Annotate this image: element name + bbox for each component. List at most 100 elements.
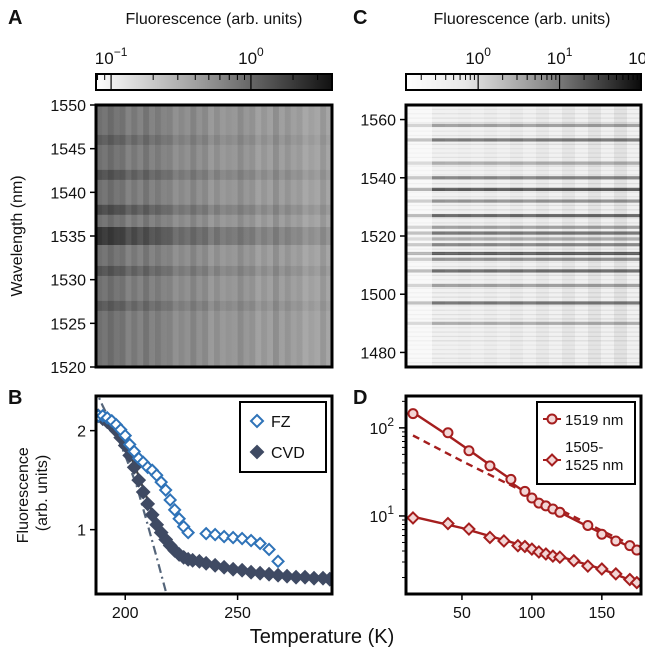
plot-b-legend-label-fz: FZ — [271, 414, 291, 431]
heatmap-a-column — [202, 105, 208, 367]
plot-d-point-1519 — [611, 536, 620, 545]
panel-label-c: C — [353, 7, 367, 29]
heatmap-c-ytick-label: 1540 — [360, 171, 396, 188]
plot-d-point-1519 — [464, 446, 473, 455]
plot-b-ytick-label: 2 — [77, 424, 86, 441]
colorbar-c-label: Fluorescence (arb. units) — [434, 11, 611, 28]
colorbar-c-ticks: 100 101 102 — [465, 45, 645, 68]
heatmap-a-ytick-label: 1540 — [50, 185, 86, 202]
colorbar-c — [406, 74, 641, 90]
heatmap-a-column — [273, 105, 279, 367]
plot-d-point-1505-1525 — [407, 512, 418, 523]
colorbar-a-label: Fluorescence (arb. units) — [126, 11, 303, 28]
plot-d-point-1505-1525 — [596, 563, 607, 574]
plot-d-point-1519 — [408, 409, 417, 418]
colorbar-c-tick-label-2: 102 — [628, 45, 645, 68]
heatmap-c-column — [445, 105, 458, 367]
heatmap-c-column — [562, 105, 575, 367]
heatmap-c-y-axis: 1560 1540 1520 1500 1480 — [360, 113, 406, 363]
heatmap-a-column — [244, 105, 250, 367]
plot-d-point-1519 — [583, 521, 592, 530]
plot-b-ylabel-line2: (arb. units) — [34, 455, 51, 531]
plot-b-ytick-label: 1 — [77, 523, 86, 540]
heatmap-a-column — [267, 105, 273, 367]
plot-d-legend-label-1519: 1519 nm — [565, 412, 623, 429]
heatmap-a-column — [285, 105, 291, 367]
colorbar-a — [96, 74, 332, 90]
heatmap-a-ylabel: Wavelength (nm) — [9, 175, 26, 296]
colorbar-a-tick-label-0: 10−1 — [95, 45, 128, 68]
plot-b-legend-label-cvd: CVD — [271, 445, 305, 462]
colorbar-a-tick-label-1: 100 — [238, 45, 264, 68]
heatmap-c — [406, 105, 641, 368]
plot-d-ytick-label: 101 — [370, 503, 395, 526]
heatmap-a-column — [320, 105, 326, 367]
plot-d-point-1519 — [485, 461, 494, 470]
heatmap-a-column — [308, 105, 314, 367]
plot-d-point-1505-1525 — [463, 524, 474, 535]
heatmap-c-column — [497, 105, 510, 367]
heatmap-c-column — [575, 105, 588, 367]
colorbar-c-tick-label-1: 101 — [547, 45, 573, 68]
plot-b-point-fz — [237, 533, 248, 544]
heatmap-a-column — [314, 105, 320, 367]
heatmap-a-column — [102, 105, 108, 367]
panel-label-a: A — [8, 7, 22, 29]
heatmap-c-ytick-label: 1480 — [360, 345, 396, 362]
heatmap-c-ytick-label: 1520 — [360, 229, 396, 246]
plot-d-xtick-label: 150 — [588, 605, 615, 622]
panel-label-b: B — [8, 387, 22, 409]
plot-b-ylabel-line1: Fluorescence — [15, 447, 32, 543]
heatmap-a — [96, 105, 332, 367]
heatmap-a-column — [232, 105, 238, 367]
heatmap-a-column — [249, 105, 255, 367]
heatmap-a-column — [255, 105, 261, 367]
heatmap-a-column — [214, 105, 220, 367]
heatmap-a-column — [155, 105, 161, 367]
heatmap-a-ytick-label: 1530 — [50, 273, 86, 290]
heatmap-c-ytick-label: 1500 — [360, 287, 396, 304]
heatmap-a-column — [303, 105, 309, 367]
heatmap-a-column — [297, 105, 303, 367]
heatmap-a-column — [208, 105, 214, 367]
heatmap-c-column — [471, 105, 484, 367]
heatmap-a-column — [238, 105, 244, 367]
plot-d-point-1519 — [555, 508, 564, 517]
heatmap-a-ytick-label: 1550 — [50, 98, 86, 115]
plot-d-point-1505-1525 — [568, 555, 579, 566]
heatmap-a-column — [179, 105, 185, 367]
plot-d-point-1505-1525 — [582, 561, 593, 572]
plot-d-xtick-label: 50 — [453, 605, 471, 622]
heatmap-a-column — [120, 105, 126, 367]
plot-b-point-fz — [273, 556, 284, 567]
heatmap-c-column — [510, 105, 523, 367]
plot-d-point-1519 — [443, 428, 452, 437]
plot-d-point-1519 — [506, 475, 515, 484]
heatmap-a-ytick-label: 1525 — [50, 316, 86, 333]
heatmap-a-column — [196, 105, 202, 367]
heatmap-a-column — [185, 105, 191, 367]
panel-label-d: D — [353, 387, 367, 409]
plot-d-point-1505-1525 — [442, 518, 453, 529]
heatmap-a-ytick-label: 1535 — [50, 229, 86, 246]
plot-b-xtick-label: 250 — [224, 605, 251, 622]
plot-b-axes: 200 250 1 2 — [77, 424, 251, 622]
heatmap-c-column — [627, 105, 640, 367]
heatmap-a-column — [279, 105, 285, 367]
plot-b-xtick-label: 200 — [112, 605, 139, 622]
heatmap-a-column — [220, 105, 226, 367]
heatmap-a-column — [131, 105, 137, 367]
heatmap-c-column — [536, 105, 549, 367]
plot-d-legend-marker-1519 — [548, 415, 557, 424]
colorbar-a-ticks: 10−1 100 — [95, 45, 264, 68]
plot-d-legend: 1519 nm1505-1525 nm — [537, 402, 635, 484]
heatmap-a-column — [137, 105, 143, 367]
colorbar-c-tick-label-0: 100 — [465, 45, 491, 68]
heatmap-a-column — [173, 105, 179, 367]
plot-d-xtick-label: 100 — [519, 605, 546, 622]
heatmap-a-column — [108, 105, 114, 367]
heatmap-a-column — [167, 105, 173, 367]
plot-d-point-1505-1525 — [484, 532, 495, 543]
heatmap-c-column — [484, 105, 497, 367]
